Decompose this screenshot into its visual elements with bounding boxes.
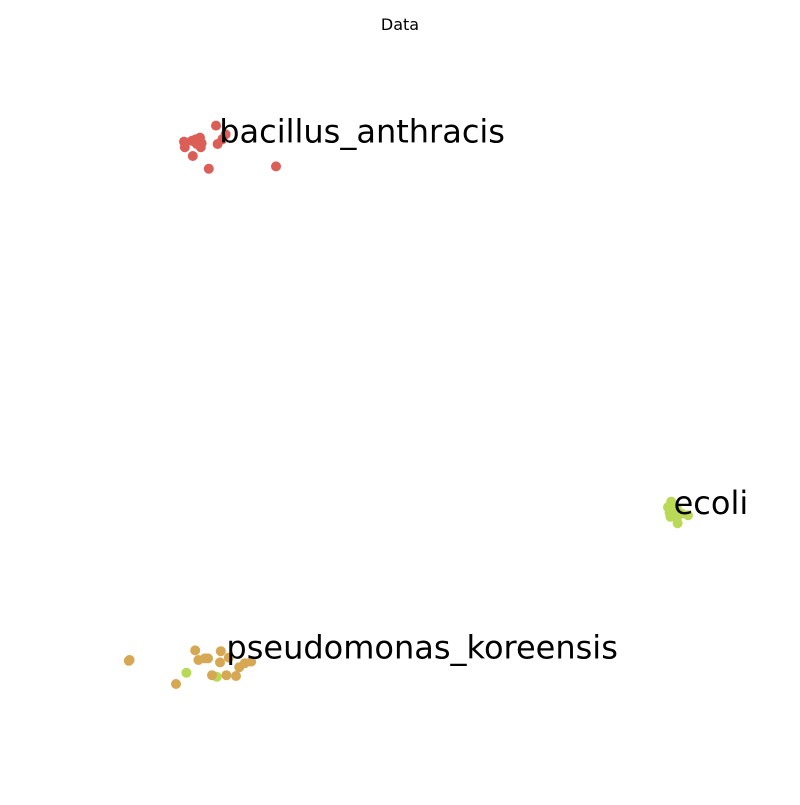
data-point-bacillus_anthracis-11 — [203, 163, 214, 174]
data-point-bacillus_anthracis-0 — [211, 120, 221, 131]
data-point-ecoli-10 — [181, 667, 192, 678]
data-point-pseudomonas_koreensis-12 — [231, 671, 241, 681]
data-point-pseudomonas_koreensis-15 — [246, 656, 257, 667]
cluster-label-bacillus_anthracis: bacillus_anthracis — [219, 113, 505, 151]
data-point-ecoli-7 — [683, 510, 693, 521]
data-point-pseudomonas_koreensis-2 — [190, 645, 201, 656]
data-point-ecoli-5 — [666, 496, 677, 507]
data-point-pseudomonas_koreensis-5 — [203, 653, 213, 664]
cluster-label-pseudomonas_koreensis: pseudomonas_koreensis — [226, 629, 617, 667]
data-point-ecoli-4 — [672, 518, 683, 529]
data-point-bacillus_anthracis-6 — [179, 142, 190, 153]
data-point-pseudomonas_koreensis-10 — [207, 670, 217, 681]
data-point-bacillus_anthracis-10 — [220, 129, 231, 140]
chart-title: Data — [381, 15, 419, 34]
data-point-bacillus_anthracis-14 — [191, 134, 201, 145]
data-point-pseudomonas_koreensis-6 — [215, 646, 226, 657]
data-point-bacillus_anthracis-8 — [195, 142, 206, 153]
cluster-label-ecoli: ecoli — [674, 484, 749, 522]
data-point-pseudomonas_koreensis-7 — [215, 657, 225, 668]
points-layer — [123, 120, 693, 689]
data-point-bacillus_anthracis-13 — [212, 139, 223, 149]
data-point-pseudomonas_koreensis-11 — [221, 670, 232, 681]
data-point-bacillus_anthracis-7 — [187, 151, 198, 161]
data-point-bacillus_anthracis-12 — [271, 161, 281, 172]
data-point-ecoli-9 — [671, 503, 682, 514]
data-point-pseudomonas_koreensis-8 — [223, 652, 234, 663]
data-point-pseudomonas_koreensis-1 — [124, 655, 135, 665]
data-point-pseudomonas_koreensis-9 — [171, 679, 181, 689]
